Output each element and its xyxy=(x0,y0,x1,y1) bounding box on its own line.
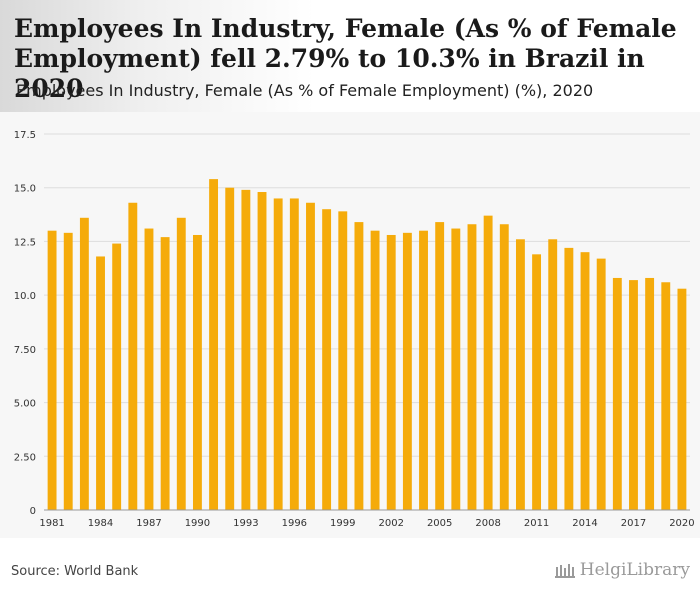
y-tick-label: 12.5 xyxy=(14,237,36,248)
bar-chart: 0 2.50 5.00 7.50 10.0 12.5 15.0 17.5 1981 1984 198… xyxy=(14,130,695,529)
x-tick-label: 1984 xyxy=(88,518,113,529)
bar xyxy=(580,252,590,510)
bar xyxy=(257,192,267,511)
bar xyxy=(225,187,235,510)
bar xyxy=(112,243,122,510)
bar xyxy=(47,230,57,510)
bar xyxy=(209,179,219,510)
bar xyxy=(596,258,606,510)
bar xyxy=(499,224,509,510)
bar xyxy=(241,189,251,510)
bar xyxy=(370,230,380,510)
x-tick-label: 1996 xyxy=(282,518,307,529)
bar xyxy=(677,288,687,510)
bar xyxy=(128,202,138,511)
x-tick-label: 1993 xyxy=(233,518,258,529)
bar xyxy=(273,198,283,510)
bar xyxy=(435,222,445,510)
bar xyxy=(289,198,299,510)
x-tick-label: 2011 xyxy=(524,518,549,529)
brand-name: HelgiLibrary xyxy=(579,560,690,580)
bar xyxy=(322,209,332,510)
bar xyxy=(467,224,477,510)
x-tick-label: 2005 xyxy=(427,518,452,529)
header-banner xyxy=(0,0,700,112)
bar xyxy=(645,277,655,510)
bar xyxy=(306,202,315,511)
bar xyxy=(419,230,428,510)
bar xyxy=(176,217,186,510)
chart-subtitle: Employees In Industry, Female (As % of F… xyxy=(16,81,594,100)
source-note: Source: World Bank xyxy=(11,564,139,579)
bar xyxy=(338,211,348,510)
bar xyxy=(661,282,671,510)
bar xyxy=(483,215,493,510)
x-tick-label: 1990 xyxy=(185,518,210,529)
bar xyxy=(451,228,461,510)
y-tick-label: 10.0 xyxy=(14,291,36,302)
x-tick-label: 1999 xyxy=(330,518,355,529)
bar xyxy=(548,239,558,510)
x-tick-label: 1981 xyxy=(39,518,64,529)
x-tick-label: 1987 xyxy=(136,518,161,529)
bar xyxy=(144,228,154,510)
library-icon xyxy=(554,564,575,578)
bar xyxy=(386,234,396,510)
bar xyxy=(79,217,89,510)
x-tick-label: 2020 xyxy=(669,518,694,529)
bar xyxy=(629,280,638,510)
bar xyxy=(612,277,622,510)
bar xyxy=(515,239,525,510)
bar xyxy=(564,247,574,511)
page-title: Employees In Industry, Female (As % of F… xyxy=(14,14,677,103)
x-tick-label: 2002 xyxy=(378,518,403,529)
x-tick-label: 2014 xyxy=(572,518,597,529)
bar xyxy=(354,222,364,510)
bar xyxy=(63,232,73,510)
y-tick-label: 17.5 xyxy=(14,130,36,141)
y-tick-label: 15.0 xyxy=(14,184,36,195)
x-tick-label: 2017 xyxy=(621,518,646,529)
bar xyxy=(532,254,542,510)
brand-logo: HelgiLibrary xyxy=(554,560,690,580)
y-tick-label: 0 xyxy=(30,506,36,517)
bar xyxy=(192,234,202,510)
bar xyxy=(402,232,412,510)
y-tick-label: 7.50 xyxy=(14,345,36,356)
y-tick-label: 5.00 xyxy=(14,399,36,410)
bar xyxy=(96,256,105,510)
x-tick-label: 2008 xyxy=(475,518,500,529)
bar xyxy=(160,237,170,510)
y-tick-label: 2.50 xyxy=(14,452,36,463)
